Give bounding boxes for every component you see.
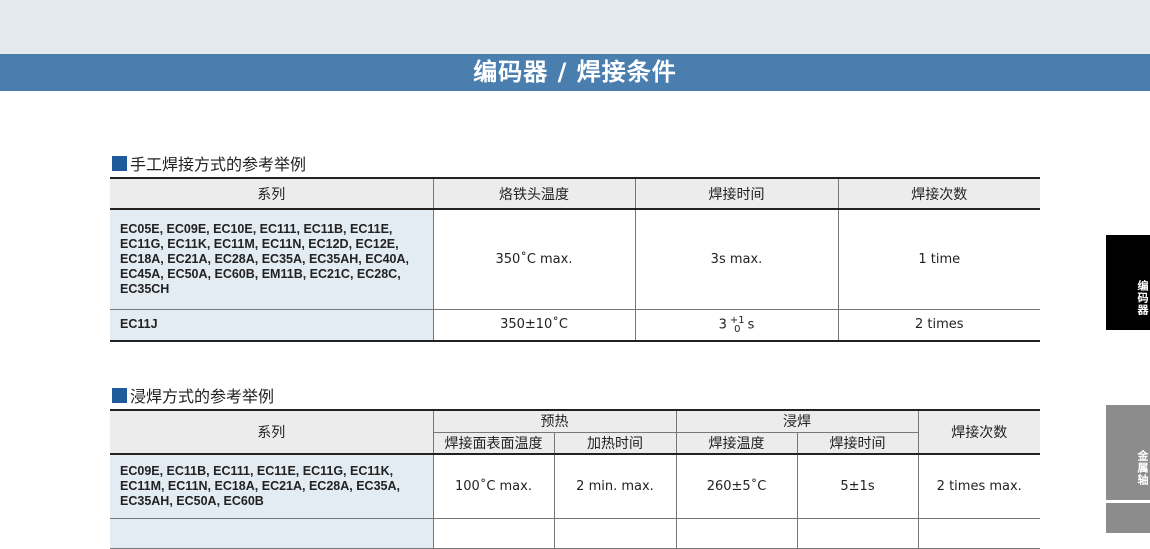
square-bullet-icon xyxy=(112,387,127,403)
header-time: 焊接时间 xyxy=(634,177,839,210)
dip-heading-text: 浸焊方式的参考举例 xyxy=(130,387,275,406)
tolerance-minus: 0 xyxy=(734,323,741,335)
cell xyxy=(553,518,677,549)
dip-section-heading: 浸焊方式的参考举例 xyxy=(112,383,274,407)
manual-soldering-table: 系列 烙铁头温度 焊接时间 焊接次数 EC05E, EC09E, EC10E, … xyxy=(110,177,1040,342)
count-cell: 1 time xyxy=(837,208,1040,310)
surface-temp-cell: 100˚C max. xyxy=(432,453,555,519)
header-count: 焊接次数 xyxy=(837,177,1040,210)
cell xyxy=(796,518,919,549)
header-preheat: 预热 xyxy=(432,409,677,433)
header-series: 系列 xyxy=(110,409,434,455)
top-band xyxy=(0,0,1150,54)
time-cell: 3s max. xyxy=(634,208,839,310)
time-unit: s xyxy=(747,317,755,333)
solder-temp-cell: 260±5˚C xyxy=(675,453,798,519)
cell xyxy=(675,518,798,549)
side-tab-metal-shaft[interactable]: 金属轴 xyxy=(1106,405,1150,500)
tolerance-plus: +1 xyxy=(729,314,745,326)
series-cell xyxy=(110,518,434,549)
manual-section-heading: 手工焊接方式的参考举例 xyxy=(112,151,306,175)
temp-cell: 350±10˚C xyxy=(432,308,636,342)
square-bullet-icon xyxy=(112,155,127,171)
series-cell: EC11J xyxy=(110,308,434,342)
side-tab-next[interactable] xyxy=(1106,503,1150,533)
series-cell: EC09E, EC11B, EC111, EC11E, EC11G, EC11K… xyxy=(110,453,434,519)
cell xyxy=(432,518,555,549)
table-row: EC09E, EC11B, EC111, EC11E, EC11G, EC11K… xyxy=(110,453,1040,519)
manual-heading-text: 手工焊接方式的参考举例 xyxy=(130,155,307,174)
page-title: 编码器 / 焊接条件 xyxy=(0,54,1150,91)
count-cell: 2 times xyxy=(837,308,1040,342)
header-surface-temp: 焊接面表面温度 xyxy=(433,431,555,455)
time-cell: 3 +1 0 s xyxy=(634,308,839,342)
count-cell: 2 times max. xyxy=(917,453,1040,519)
header-dip: 浸焊 xyxy=(675,409,919,433)
time-base: 3 xyxy=(718,317,727,333)
header-iron-temp: 烙铁头温度 xyxy=(432,177,636,210)
dip-soldering-table: 系列 预热 浸焊 焊接次数 焊接面表面温度 加热时间 焊接温度 焊接时间 EC0… xyxy=(110,409,1040,549)
side-tab-encoder[interactable]: 编码器 xyxy=(1106,235,1150,330)
table-row: EC11J 350±10˚C 3 +1 0 s 2 times xyxy=(110,308,1040,342)
header-heat-time: 加热时间 xyxy=(553,431,677,455)
series-cell: EC05E, EC09E, EC10E, EC111, EC11B, EC11E… xyxy=(110,208,434,310)
cell xyxy=(917,518,1040,549)
header-solder-time: 焊接时间 xyxy=(796,431,918,455)
table-row: EC05E, EC09E, EC10E, EC111, EC11B, EC11E… xyxy=(110,208,1040,310)
temp-cell: 350˚C max. xyxy=(432,208,636,310)
table-row xyxy=(110,518,1040,549)
header-series: 系列 xyxy=(110,177,434,210)
solder-time-cell: 5±1s xyxy=(796,453,919,519)
header-solder-temp: 焊接温度 xyxy=(675,431,798,455)
heat-time-cell: 2 min. max. xyxy=(553,453,677,519)
header-count: 焊接次数 xyxy=(917,409,1040,455)
